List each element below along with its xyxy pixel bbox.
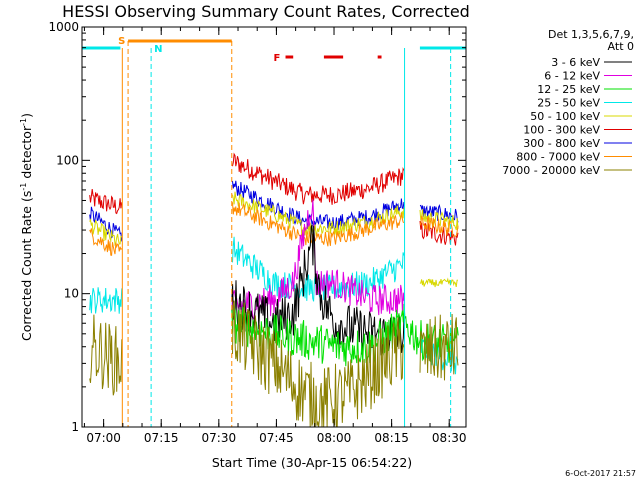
legend-header-line1: Det 1,3,5,6,7,9,	[548, 28, 634, 41]
series-line	[419, 277, 458, 288]
series-layer	[89, 152, 459, 427]
legend-label: 50 - 100 keV	[530, 110, 600, 123]
y-axis-title: Corrected Count Rate (s-1 detector-1)	[19, 113, 34, 341]
legend-label: 3 - 6 keV	[551, 56, 600, 69]
legend-label: 300 - 800 keV	[523, 137, 600, 150]
legend-label: 800 - 7000 keV	[516, 151, 600, 164]
y-axis-title-sup1: -1	[19, 183, 28, 191]
x-tick-label: 07:45	[259, 431, 294, 445]
x-tick-label: 07:15	[144, 431, 179, 445]
x-axis-title: Start Time (30-Apr-15 06:54:22)	[212, 455, 412, 470]
plot-frame	[81, 26, 467, 428]
chart-title: HESSI Observing Summary Count Rates, Cor…	[62, 2, 470, 21]
legend-label: 6 - 12 keV	[544, 70, 600, 83]
legend-label: 7000 - 20000 keV	[502, 164, 600, 177]
legend-label: 25 - 50 keV	[537, 97, 600, 110]
marker-layer: S N F	[82, 36, 466, 427]
x-tick-label: 08:00	[317, 431, 352, 445]
legend-label: 12 - 25 keV	[537, 83, 600, 96]
y-axis-title-mid: detector	[19, 125, 34, 183]
series-line	[89, 300, 459, 427]
y-tick-label: 1000	[48, 20, 79, 34]
series-line	[89, 180, 459, 242]
series-line	[89, 202, 459, 256]
y-axis-title-sup2: -1	[19, 118, 28, 126]
x-tick-label: 08:30	[432, 431, 467, 445]
flare-label: F	[274, 53, 281, 64]
x-tick-label: 08:15	[374, 431, 409, 445]
x-axis: 07:00 07:15 07:30 07:45 08:00 08:15 08:30	[83, 27, 467, 445]
y-axis-title-main: Corrected Count Rate (s	[19, 191, 34, 341]
legend-label: 100 - 300 keV	[523, 124, 600, 137]
saa-label: S	[118, 36, 125, 47]
y-tick-label: 10	[64, 287, 79, 301]
legend-header-line2: Att 0	[608, 40, 634, 53]
x-tick-label: 07:00	[86, 431, 121, 445]
timestamp: 6-Oct-2017 21:57	[565, 469, 636, 478]
y-axis: 1 10 100 1000	[48, 20, 466, 434]
x-tick-label: 07:30	[202, 431, 237, 445]
y-tick-label: 100	[56, 153, 79, 167]
series-line	[89, 191, 459, 247]
series-line	[89, 152, 459, 246]
night-label: N	[154, 44, 162, 55]
y-tick-label: 1	[71, 420, 79, 434]
y-axis-title-end: )	[19, 113, 34, 118]
